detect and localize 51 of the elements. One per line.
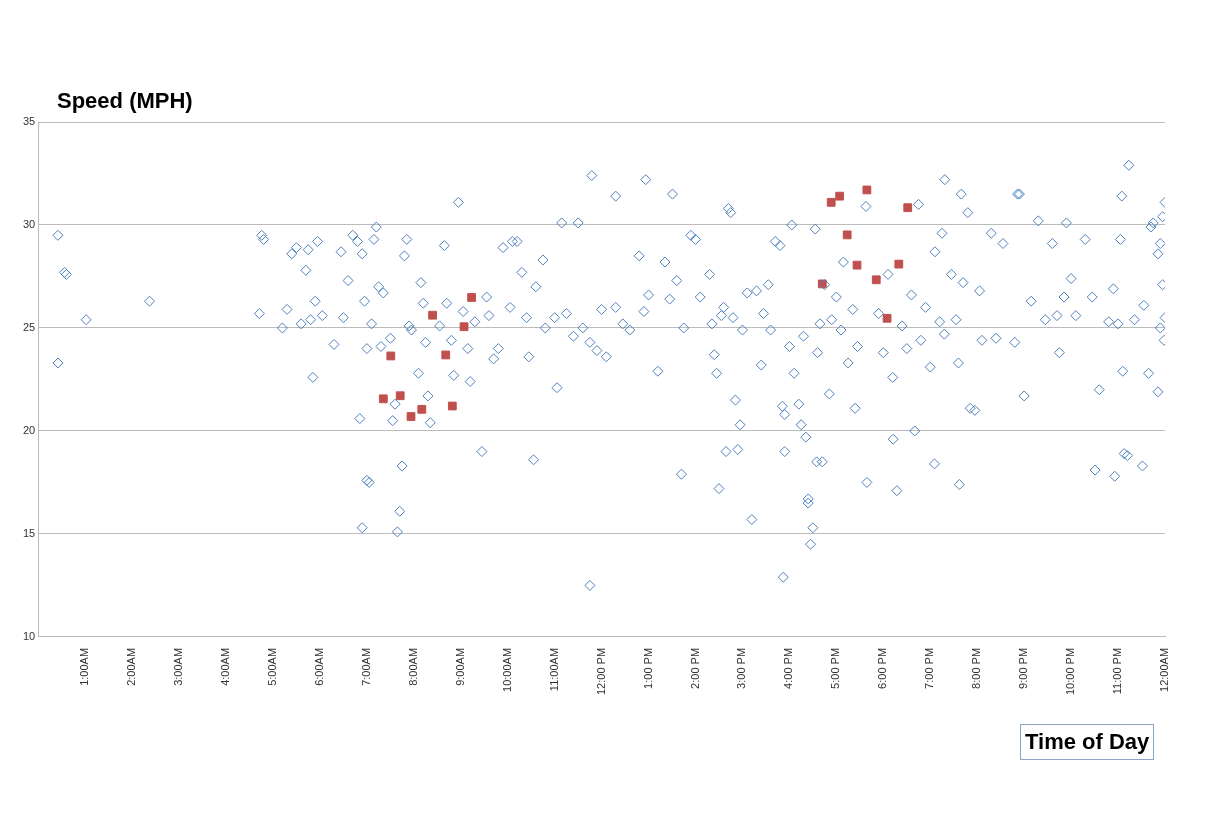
y-tick-label: 10 — [22, 629, 36, 642]
point — [871, 275, 881, 285]
point — [447, 401, 457, 411]
point — [428, 310, 437, 320]
point — [441, 350, 451, 360]
x-tick-label: 8:00 PM — [970, 647, 983, 689]
point — [862, 185, 872, 195]
x-tick-label: 10:00 PM — [1064, 647, 1077, 696]
x-tick-label: 6:00 PM — [876, 647, 889, 689]
x-tick-label: 8:00AM — [406, 647, 419, 686]
y-tick-label: 20 — [22, 423, 36, 436]
point — [417, 404, 427, 414]
x-tick-label: 9:00 PM — [1017, 647, 1030, 689]
x-tick-label: 4:00 PM — [782, 647, 795, 689]
y-tick-label: 30 — [22, 218, 36, 231]
point — [842, 230, 852, 240]
x-tick-label: 4:00AM — [219, 647, 232, 686]
y-tick-label: 15 — [22, 526, 36, 539]
x-tick-label: 2:00AM — [125, 647, 138, 686]
point — [882, 313, 892, 323]
point — [378, 394, 388, 404]
x-tick-label: 9:00AM — [453, 647, 466, 686]
y-tick-label: 25 — [22, 321, 36, 333]
x-tick-label: 11:00AM — [547, 647, 560, 692]
y-axis-title: Speed (MPH) — [57, 88, 193, 114]
y-tick-label: 35 — [22, 115, 36, 128]
point — [459, 322, 469, 332]
point — [894, 259, 904, 269]
x-tick-label: 2:00 PM — [688, 647, 701, 689]
x-tick-label: 12:00AM — [1158, 647, 1171, 692]
point — [826, 197, 836, 207]
point — [406, 412, 416, 421]
x-tick-label: 3:00AM — [172, 647, 185, 686]
x-tick-label: 6:00AM — [312, 647, 325, 686]
x-axis-title: Time of Day — [1020, 724, 1155, 760]
x-tick-label: 12:00 PM — [594, 647, 607, 696]
point — [386, 351, 396, 361]
x-tick-label: 7:00 PM — [923, 647, 936, 689]
x-tick-label: 11:00 PM — [1111, 647, 1124, 695]
x-tick-label: 3:00 PM — [735, 647, 748, 689]
point — [852, 260, 862, 270]
x-tick-label: 5:00 PM — [829, 647, 842, 689]
point — [467, 293, 476, 302]
x-tick-label: 10:00AM — [500, 647, 513, 692]
x-tick-label: 5:00AM — [266, 647, 279, 686]
point — [835, 191, 845, 201]
x-tick-label: 7:00AM — [359, 647, 372, 686]
x-tick-label: 1:00 PM — [641, 647, 654, 689]
x-tick-label: 1:00AM — [78, 647, 91, 686]
point — [395, 391, 405, 401]
point — [903, 203, 913, 213]
